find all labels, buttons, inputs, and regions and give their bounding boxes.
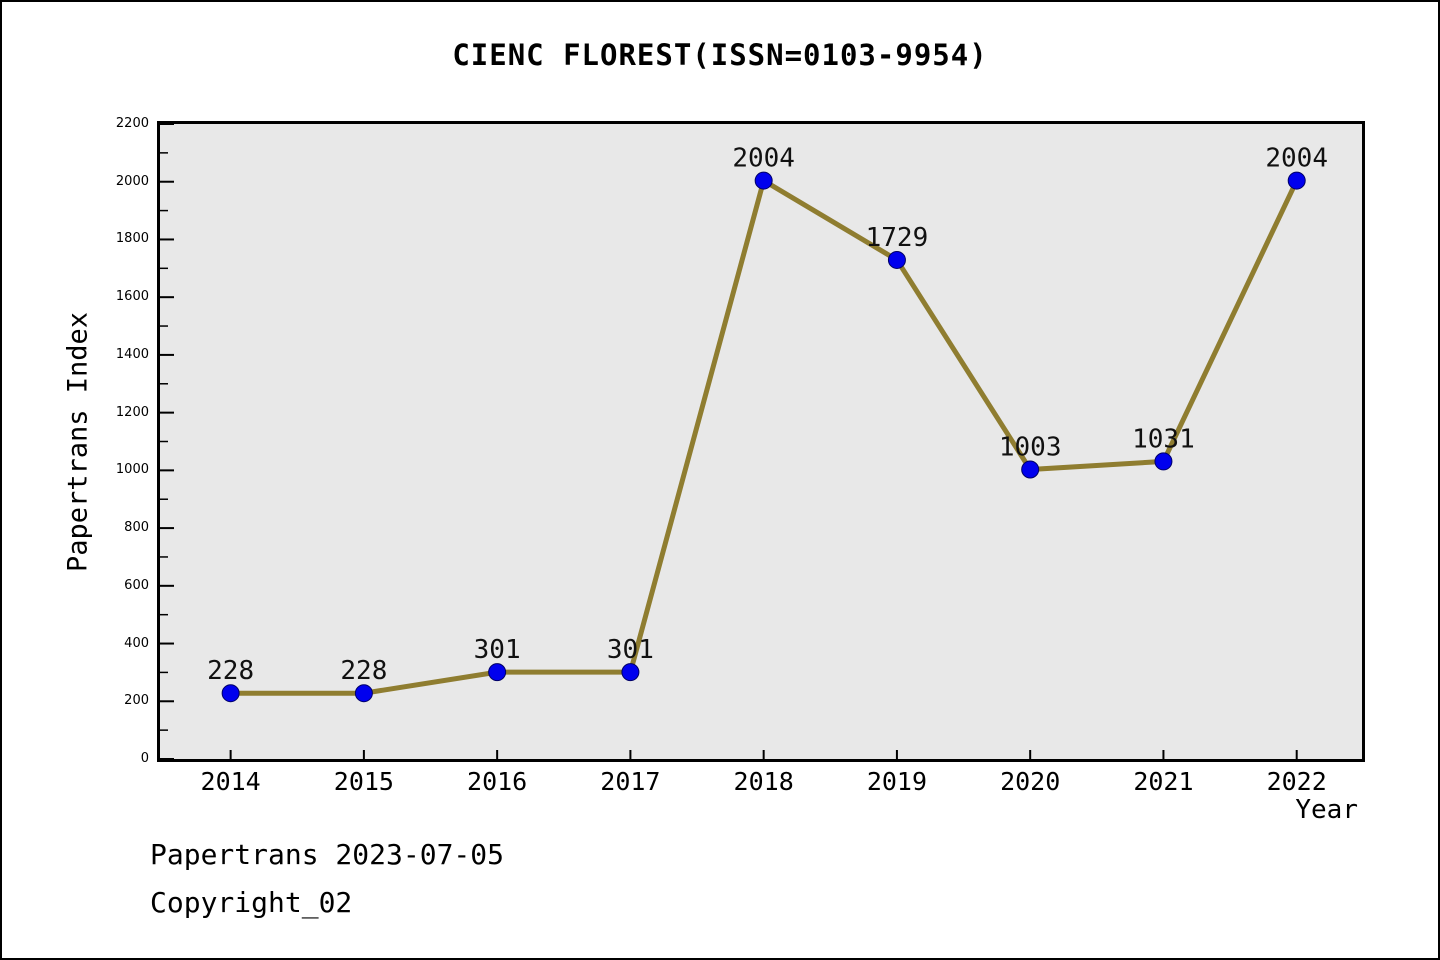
- data-point-label: 228: [340, 656, 387, 686]
- x-tick-label: 2021: [1133, 767, 1194, 796]
- data-point: [754, 171, 773, 190]
- y-tick-label: 1800: [115, 231, 149, 247]
- data-point-label: 1031: [1132, 424, 1195, 454]
- data-point: [488, 663, 507, 682]
- x-tick-label: 2019: [866, 767, 928, 796]
- chart-canvas: 228 228 301 301 2004 1729 1003 1031 2004: [160, 124, 1328, 759]
- chart-title: CIENC FLOREST(ISSN=0103-9954): [452, 38, 988, 72]
- x-tick-label: 2014: [200, 767, 261, 796]
- y-tick-label: 1400: [115, 346, 149, 362]
- data-point-label: 301: [607, 635, 654, 665]
- data-point: [887, 250, 906, 269]
- y-tick-label: 600: [124, 577, 149, 593]
- x-tick-label: 2017: [600, 767, 661, 796]
- data-point: [221, 684, 240, 703]
- y-tick-label: 1600: [115, 289, 149, 305]
- x-tick-label: 2018: [733, 767, 794, 796]
- data-point: [1021, 460, 1040, 479]
- y-tick-label: 0: [140, 751, 149, 766]
- y-tick-label: 2200: [115, 116, 149, 131]
- x-tick-label: 2020: [1000, 767, 1061, 796]
- data-point: [621, 663, 640, 682]
- footer-date: Papertrans 2023-07-05: [150, 838, 505, 871]
- y-tick-label: 800: [124, 520, 149, 536]
- data-point-label: 2004: [1265, 144, 1328, 174]
- y-tick-label: 2000: [115, 173, 149, 189]
- data-point: [1287, 171, 1306, 190]
- y-tick-label: 400: [124, 635, 149, 651]
- y-tick-label: 1200: [115, 404, 149, 420]
- plot-area: 228 228 301 301 2004 1729 1003 1031 2004: [157, 121, 1365, 762]
- data-point-label: 2004: [732, 144, 795, 174]
- data-point-label: 228: [207, 656, 254, 686]
- y-tick-label: 1000: [115, 462, 149, 478]
- data-point-label: 1003: [999, 432, 1062, 462]
- data-point: [1154, 452, 1173, 471]
- y-tick-label: 200: [124, 693, 149, 709]
- data-point: [354, 684, 373, 703]
- x-tick-label: 2022: [1266, 767, 1327, 796]
- data-point-label: 1729: [866, 223, 929, 253]
- x-tick-label: 2015: [333, 767, 394, 796]
- footer-copyright: Copyright_02: [150, 886, 353, 919]
- x-tick-label: 2016: [467, 767, 528, 796]
- x-axis-label: Year: [1295, 795, 1358, 825]
- data-point-label: 301: [474, 635, 521, 665]
